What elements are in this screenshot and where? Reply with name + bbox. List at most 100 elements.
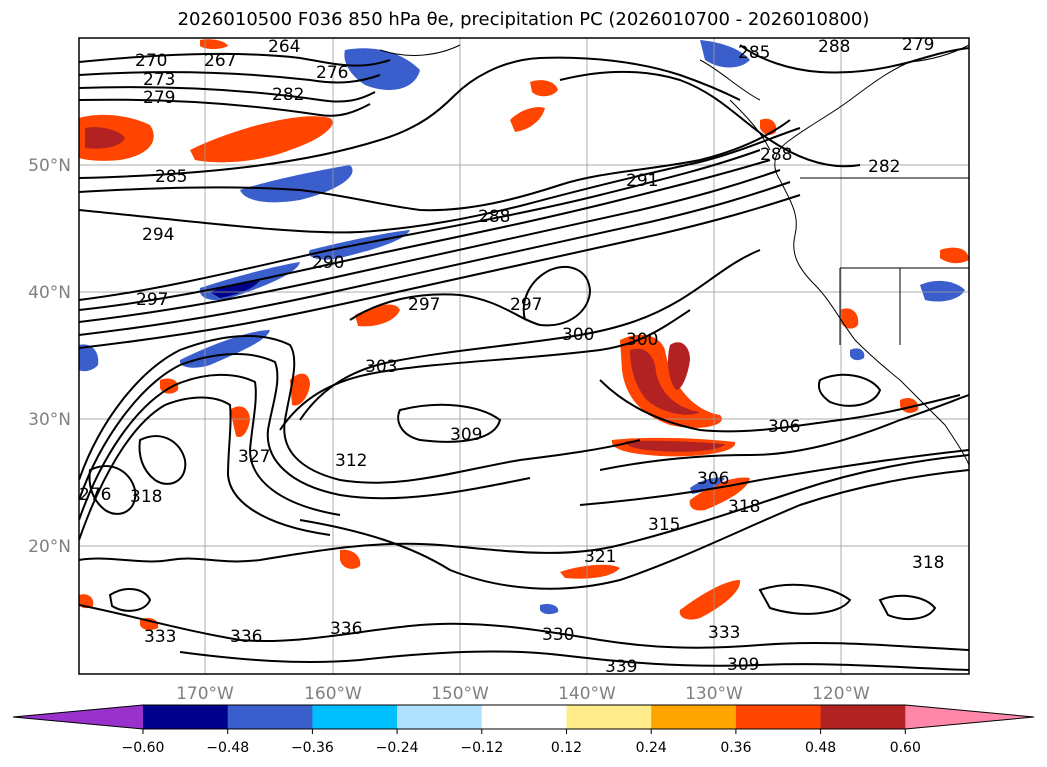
contour-line [878, 594, 937, 621]
contour-line [349, 265, 592, 327]
contour-line [279, 309, 691, 431]
contour-label: 321 [584, 547, 616, 567]
lat-label: 20°N [28, 537, 71, 557]
contour-line [79, 159, 771, 311]
contour-line [79, 52, 391, 67]
precip-area [850, 348, 865, 361]
contour-line [138, 435, 187, 485]
graticule [79, 38, 969, 674]
precip-area [230, 406, 250, 438]
precip-area [560, 564, 620, 579]
colorbar-segment [227, 705, 313, 729]
theta-e-contours [79, 44, 969, 671]
contour-line [79, 127, 801, 234]
contour-line [79, 71, 381, 84]
contour-label: 276 [316, 63, 348, 83]
lat-label: 30°N [28, 410, 71, 430]
contour-label: 279 [902, 35, 934, 55]
contour-line [79, 181, 791, 336]
map-frame [78, 37, 970, 675]
contour-line [79, 98, 371, 117]
contour-label: 333 [144, 627, 176, 647]
colorbar-segment [735, 705, 822, 729]
contour-label: 282 [868, 157, 900, 177]
contour-label: 273 [143, 70, 175, 90]
colorbar-tick-label: 0.12 [551, 740, 582, 756]
contour-line [79, 149, 761, 301]
contour-line [579, 449, 969, 506]
lon-label: 150°W [431, 684, 489, 704]
contour-label: 315 [648, 515, 680, 535]
contour-line [79, 119, 791, 212]
lat-label: 50°N [28, 156, 71, 176]
colorbar-tick-label: −0.60 [122, 740, 165, 756]
contour-line [79, 169, 781, 323]
contour-line [739, 44, 969, 74]
contour-line [817, 373, 882, 407]
contour-line [79, 335, 641, 484]
colorbar-extend-low [13, 705, 143, 729]
precip-area [79, 594, 94, 609]
contour-line [599, 379, 961, 433]
contour-label: 285 [155, 167, 187, 187]
contour-line [299, 469, 969, 590]
contour-label: 288 [818, 37, 850, 57]
lon-label: 130°W [685, 684, 743, 704]
contour-line [88, 465, 137, 515]
lat-label: 40°N [28, 283, 71, 303]
colorbar-segment [143, 705, 229, 729]
precip-area [530, 80, 558, 97]
contour-label: 306 [697, 469, 729, 489]
contour-label: 309 [450, 425, 482, 445]
contour-label: 318 [912, 553, 944, 573]
contour-line [397, 403, 502, 443]
precip-area [190, 116, 333, 163]
contour-label: 300 [562, 325, 594, 345]
contour-line [79, 353, 531, 501]
contour-line [79, 194, 801, 349]
lon-label: 140°W [558, 684, 616, 704]
contour-line [79, 454, 969, 563]
chart-title: 2026010500 F036 850 hPa θe, precipitatio… [177, 9, 870, 30]
contour-label: 312 [335, 451, 367, 471]
colorbar-tick-label: −0.24 [376, 740, 419, 756]
precip-area [85, 127, 125, 149]
contour-label: 303 [365, 357, 397, 377]
contour-label: 318 [728, 497, 760, 517]
contour-label: 330 [542, 625, 574, 645]
contour-label: 333 [708, 623, 740, 643]
contour-label: 267 [204, 51, 236, 71]
precip-area [668, 342, 690, 390]
contour-label: 276 [79, 485, 111, 505]
contour-line [758, 583, 852, 615]
colorbar-tick-label: −0.12 [460, 740, 503, 756]
contour-label: 339 [605, 657, 637, 677]
precip-area [920, 280, 965, 302]
contour-label: 306 [768, 417, 800, 437]
contour-label: 270 [135, 51, 167, 71]
precip-area [540, 603, 559, 615]
colorbar-segment [397, 705, 483, 729]
contour-line [79, 396, 331, 541]
contour-label: 318 [130, 487, 162, 507]
contour-line [79, 86, 376, 103]
contour-line [559, 70, 861, 168]
border-line [839, 267, 969, 345]
precip-area [290, 373, 310, 406]
precip-area [690, 477, 725, 494]
contour-label: 336 [230, 627, 262, 647]
contour-line [79, 373, 341, 521]
lat-labels: 50°N 40°N 30°N 20°N [28, 156, 71, 557]
colorbar-extend-high [905, 705, 1034, 729]
contour-line [179, 650, 969, 671]
precip-area [840, 308, 859, 329]
contour-label: 282 [272, 85, 304, 105]
contour-line [299, 249, 761, 421]
lon-label: 160°W [304, 684, 362, 704]
precip-area [940, 247, 969, 264]
contour-label: 297 [510, 295, 542, 315]
colorbar-tick-label: −0.48 [206, 740, 249, 756]
contour-line [79, 56, 741, 179]
colorbar-tick-label: −0.36 [291, 740, 334, 756]
